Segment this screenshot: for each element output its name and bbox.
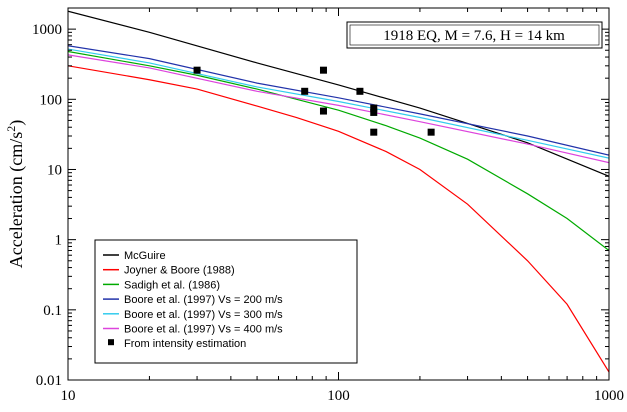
legend-label-mcguire: McGuire xyxy=(124,250,166,262)
legend-label-boore-et-al-1997-vs-200-m-s: Boore et al. (1997) Vs = 200 m/s xyxy=(124,294,283,306)
y-axis-title: Acceleration (cm/s2) xyxy=(4,120,27,268)
y-tick-label: 0.01 xyxy=(36,373,62,389)
data-point xyxy=(427,128,435,136)
data-point xyxy=(319,66,327,74)
legend-label-sadigh-et-al-1986: Sadigh et al. (1986) xyxy=(124,279,220,291)
x-tick-label: 10 xyxy=(61,388,76,404)
annotation-shadow xyxy=(349,24,600,46)
y-tick-label: 1 xyxy=(55,233,63,249)
y-tick-label: 10 xyxy=(47,162,62,178)
legend-items: McGuire Joyner & Boore (1988) Sadigh et al… xyxy=(103,250,283,350)
series-line-mcguire xyxy=(68,10,609,177)
x-tick-label: 100 xyxy=(327,388,350,404)
data-point xyxy=(370,108,378,116)
y-tick-label: 1000 xyxy=(32,22,62,38)
data-point xyxy=(356,87,364,95)
legend: McGuire Joyner & Boore (1988) Sadigh et al… xyxy=(94,239,358,364)
legend-swatch-points xyxy=(108,339,114,346)
annotation-box: 1918 EQ, M = 7.6, H = 14 km xyxy=(346,21,603,49)
annotation-text: 1918 EQ, M = 7.6, H = 14 km xyxy=(383,28,565,44)
legend-label-boore-et-al-1997-vs-300-m-s: Boore et al. (1997) Vs = 300 m/s xyxy=(124,309,283,321)
series-line-boore-et-al-1997-vs-300-m-s xyxy=(68,48,609,159)
data-point xyxy=(301,87,309,95)
series-line-sadigh-et-al-1986 xyxy=(68,50,609,251)
data-point xyxy=(319,107,327,115)
series-layer xyxy=(68,10,609,373)
data-point xyxy=(370,104,378,112)
legend-frame xyxy=(94,239,358,364)
data-point xyxy=(370,128,378,136)
axis-ticks: 10 100 1000 0.01 0.1 1 10 100 1000 xyxy=(32,7,624,404)
y-tick-label: 100 xyxy=(40,92,63,108)
legend-label-points: From intensity estimation xyxy=(124,338,246,350)
legend-label-boore-et-al-1997-vs-400-m-s: Boore et al. (1997) Vs = 400 m/s xyxy=(124,324,283,336)
series-line-boore-et-al-1997-vs-200-m-s xyxy=(68,45,609,156)
data-points xyxy=(193,66,435,136)
legend-label-joyner-boore-1988: Joyner & Boore (1988) xyxy=(124,265,235,277)
annotation-frame xyxy=(346,21,603,49)
series-line-boore-et-al-1997-vs-400-m-s xyxy=(68,54,609,164)
data-point xyxy=(193,66,201,74)
y-tick-label: 0.1 xyxy=(43,303,62,319)
x-tick-label: 1000 xyxy=(594,388,624,404)
series-line-joyner-boore-1988 xyxy=(68,65,609,373)
